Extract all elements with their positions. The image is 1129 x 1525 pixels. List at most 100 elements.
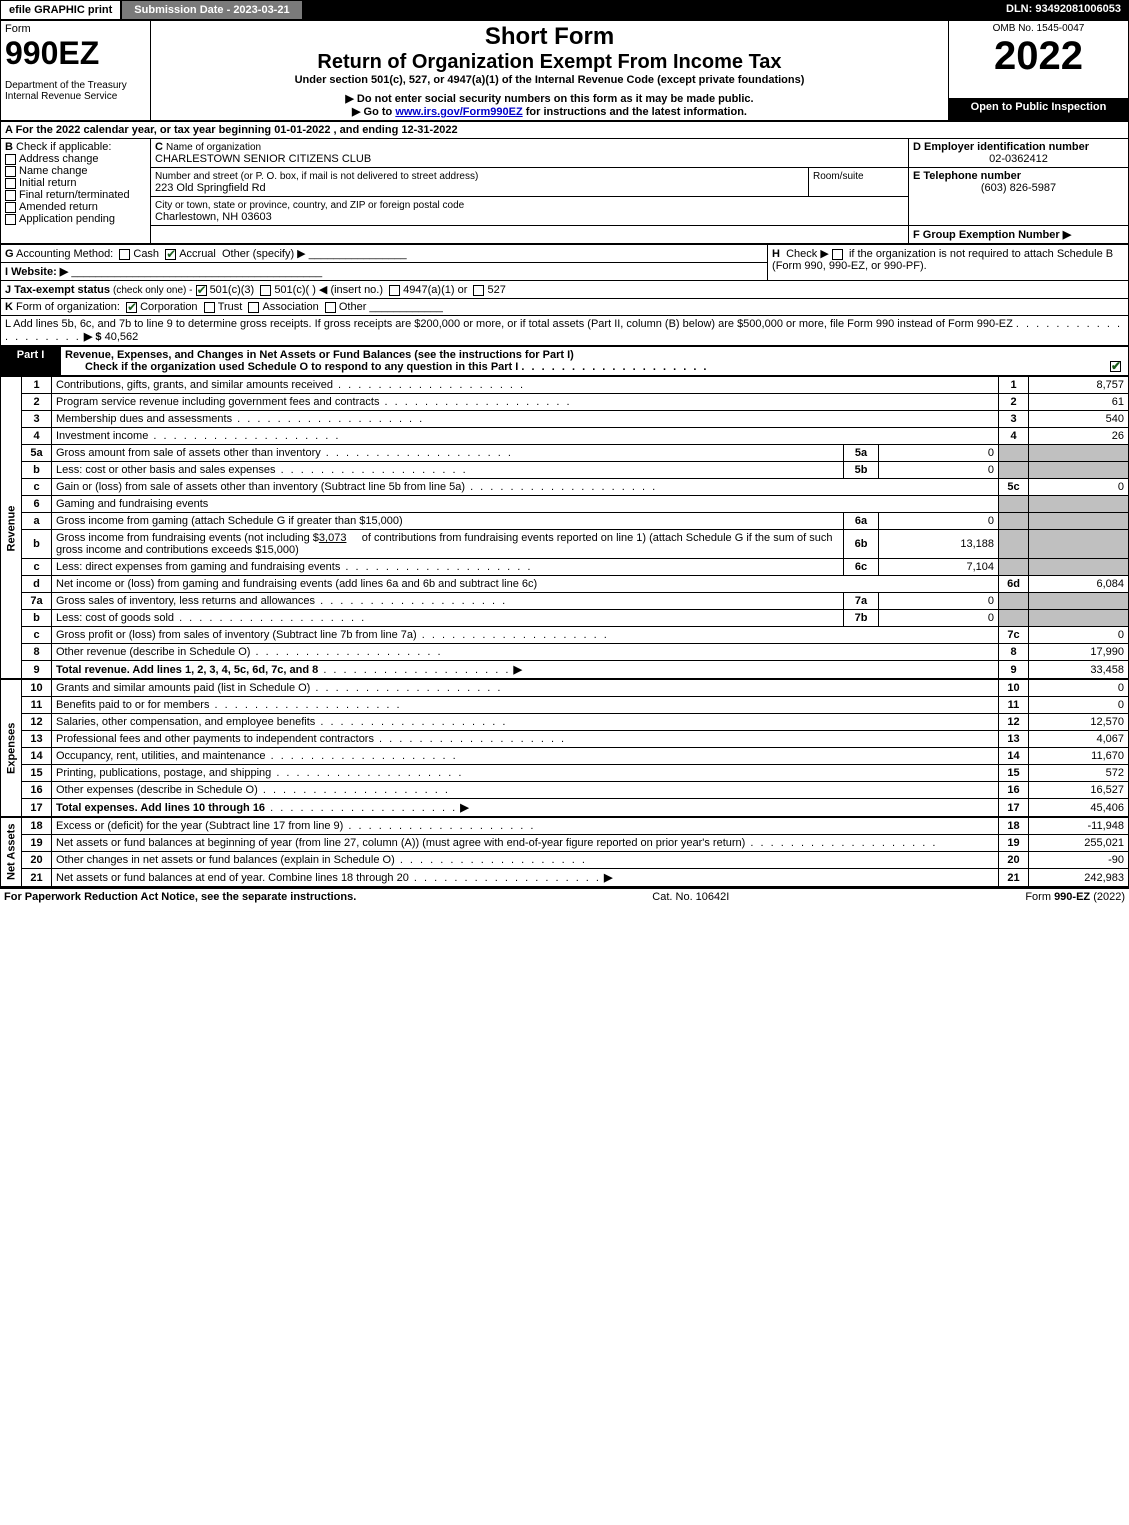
line-a: A For the 2022 calendar year, or tax yea…: [1, 122, 1129, 139]
part1-sub: (see the instructions for Part I): [414, 349, 574, 361]
line-17-value: 45,406: [1029, 799, 1129, 818]
c-name-label: Name of organization: [166, 142, 261, 153]
checkbox-amended-return[interactable]: [5, 202, 16, 213]
b-item-2: Initial return: [19, 177, 76, 189]
checkbox-501c3[interactable]: [196, 285, 207, 296]
phone-value: (603) 826-5987: [913, 182, 1124, 194]
checkbox-accrual[interactable]: [165, 249, 176, 260]
line-14-value: 11,670: [1029, 748, 1129, 765]
dln: DLN: 93492081006053: [998, 0, 1129, 20]
footer: For Paperwork Reduction Act Notice, see …: [0, 888, 1129, 905]
line-12-value: 12,570: [1029, 714, 1129, 731]
line-5a-value: 0: [879, 445, 999, 462]
line-6c-value: 7,104: [879, 559, 999, 576]
form-number: 990EZ: [5, 35, 146, 72]
k-label: K: [5, 301, 13, 313]
checkbox-initial-return[interactable]: [5, 178, 16, 189]
part1-lines: Revenue 1 Contributions, gifts, grants, …: [0, 376, 1129, 888]
line-13-value: 4,067: [1029, 731, 1129, 748]
checkbox-schedule-b[interactable]: [832, 249, 843, 260]
line-9-value: 33,458: [1029, 661, 1129, 680]
submission-date: Submission Date - 2023-03-21: [121, 0, 302, 20]
part1-label: Part I: [1, 347, 61, 376]
checkbox-corporation[interactable]: [126, 302, 137, 313]
l-text: L Add lines 5b, 6c, and 7b to line 9 to …: [5, 318, 1013, 330]
subtitle: Under section 501(c), 527, or 4947(a)(1)…: [155, 74, 944, 86]
checkbox-other[interactable]: [325, 302, 336, 313]
omb-number: OMB No. 1545-0047: [953, 23, 1124, 34]
checkbox-501c[interactable]: [260, 285, 271, 296]
checkbox-association[interactable]: [248, 302, 259, 313]
top-bar: efile GRAPHIC print Submission Date - 20…: [0, 0, 1129, 20]
l-arrow: ▶ $: [84, 331, 102, 343]
ein-value: 02-0362412: [913, 153, 1124, 165]
line-16-value: 16,527: [1029, 782, 1129, 799]
revenue-section-label: Revenue: [1, 377, 22, 680]
line-21-value: 242,983: [1029, 869, 1129, 888]
footer-cat: Cat. No. 10642I: [652, 891, 729, 903]
footer-left: For Paperwork Reduction Act Notice, see …: [4, 891, 356, 903]
checkbox-address-change[interactable]: [5, 154, 16, 165]
k-text: Form of organization:: [16, 301, 120, 313]
line-2-value: 61: [1029, 394, 1129, 411]
i-label: I Website: ▶: [5, 266, 68, 278]
j-sub: (check only one) -: [113, 285, 192, 296]
checkbox-trust[interactable]: [204, 302, 215, 313]
form-label: Form: [5, 23, 146, 35]
dept-label: Department of the Treasury Internal Reve…: [5, 80, 146, 102]
line-1-value: 8,757: [1029, 377, 1129, 394]
line-7c-value: 0: [1029, 627, 1129, 644]
line-20-value: -90: [1029, 852, 1129, 869]
checkbox-name-change[interactable]: [5, 166, 16, 177]
line-6b-amount: 3,073: [319, 532, 347, 544]
city-label: City or town, state or province, country…: [155, 200, 464, 211]
line-15-value: 572: [1029, 765, 1129, 782]
l-value: 40,562: [105, 331, 139, 343]
d-label: D Employer identification number: [913, 141, 1089, 153]
checkbox-4947[interactable]: [389, 285, 400, 296]
part1-check: Check if the organization used Schedule …: [65, 361, 518, 373]
b-item-5: Application pending: [19, 213, 115, 225]
b-item-0: Address change: [19, 153, 99, 165]
goto-line: ▶ Go to www.irs.gov/Form990EZ for instru…: [155, 105, 944, 118]
line-6d-value: 6,084: [1029, 576, 1129, 593]
line-5b-value: 0: [879, 462, 999, 479]
inspection-box: Open to Public Inspection: [949, 99, 1129, 121]
part1-title: Revenue, Expenses, and Changes in Net As…: [65, 349, 411, 361]
irs-link[interactable]: www.irs.gov/Form990EZ: [395, 106, 522, 118]
section-a-f: A For the 2022 calendar year, or tax yea…: [0, 121, 1129, 244]
line-6a-value: 0: [879, 513, 999, 530]
h-label: H: [772, 248, 780, 260]
section-g-l: G Accounting Method: Cash Accrual Other …: [0, 244, 1129, 346]
h-check: Check ▶: [786, 248, 829, 260]
part1-header: Part I Revenue, Expenses, and Changes in…: [0, 346, 1129, 376]
line-6b-value: 13,188: [879, 530, 999, 559]
ssn-warning: ▶ Do not enter social security numbers o…: [155, 92, 944, 105]
footer-right: Form 990-EZ (2022): [1025, 891, 1125, 903]
line-18-value: -11,948: [1029, 817, 1129, 835]
room-label: Room/suite: [813, 171, 864, 182]
org-name: CHARLESTOWN SENIOR CITIZENS CLUB: [155, 153, 371, 165]
netassets-section-label: Net Assets: [1, 817, 22, 887]
city-value: Charlestown, NH 03603: [155, 211, 272, 223]
efile-label: efile GRAPHIC print: [0, 0, 121, 20]
line-3-value: 540: [1029, 411, 1129, 428]
checkbox-cash[interactable]: [119, 249, 130, 260]
b-label: B: [5, 141, 13, 153]
line-19-value: 255,021: [1029, 835, 1129, 852]
checkbox-final-return[interactable]: [5, 190, 16, 201]
checkbox-schedule-o[interactable]: [1110, 361, 1121, 372]
b-item-3: Final return/terminated: [19, 189, 130, 201]
line-8-value: 17,990: [1029, 644, 1129, 661]
main-title: Return of Organization Exempt From Incom…: [155, 51, 944, 74]
form-header: Form 990EZ Department of the Treasury In…: [0, 20, 1129, 121]
street-label: Number and street (or P. O. box, if mail…: [155, 171, 478, 182]
tax-year: 2022: [953, 34, 1124, 79]
expenses-section-label: Expenses: [1, 679, 22, 817]
checkbox-application-pending[interactable]: [5, 214, 16, 225]
line-7b-value: 0: [879, 610, 999, 627]
c-label: C: [155, 141, 163, 153]
e-label: E Telephone number: [913, 170, 1021, 182]
j-label: J Tax-exempt status: [5, 284, 110, 296]
checkbox-527[interactable]: [473, 285, 484, 296]
